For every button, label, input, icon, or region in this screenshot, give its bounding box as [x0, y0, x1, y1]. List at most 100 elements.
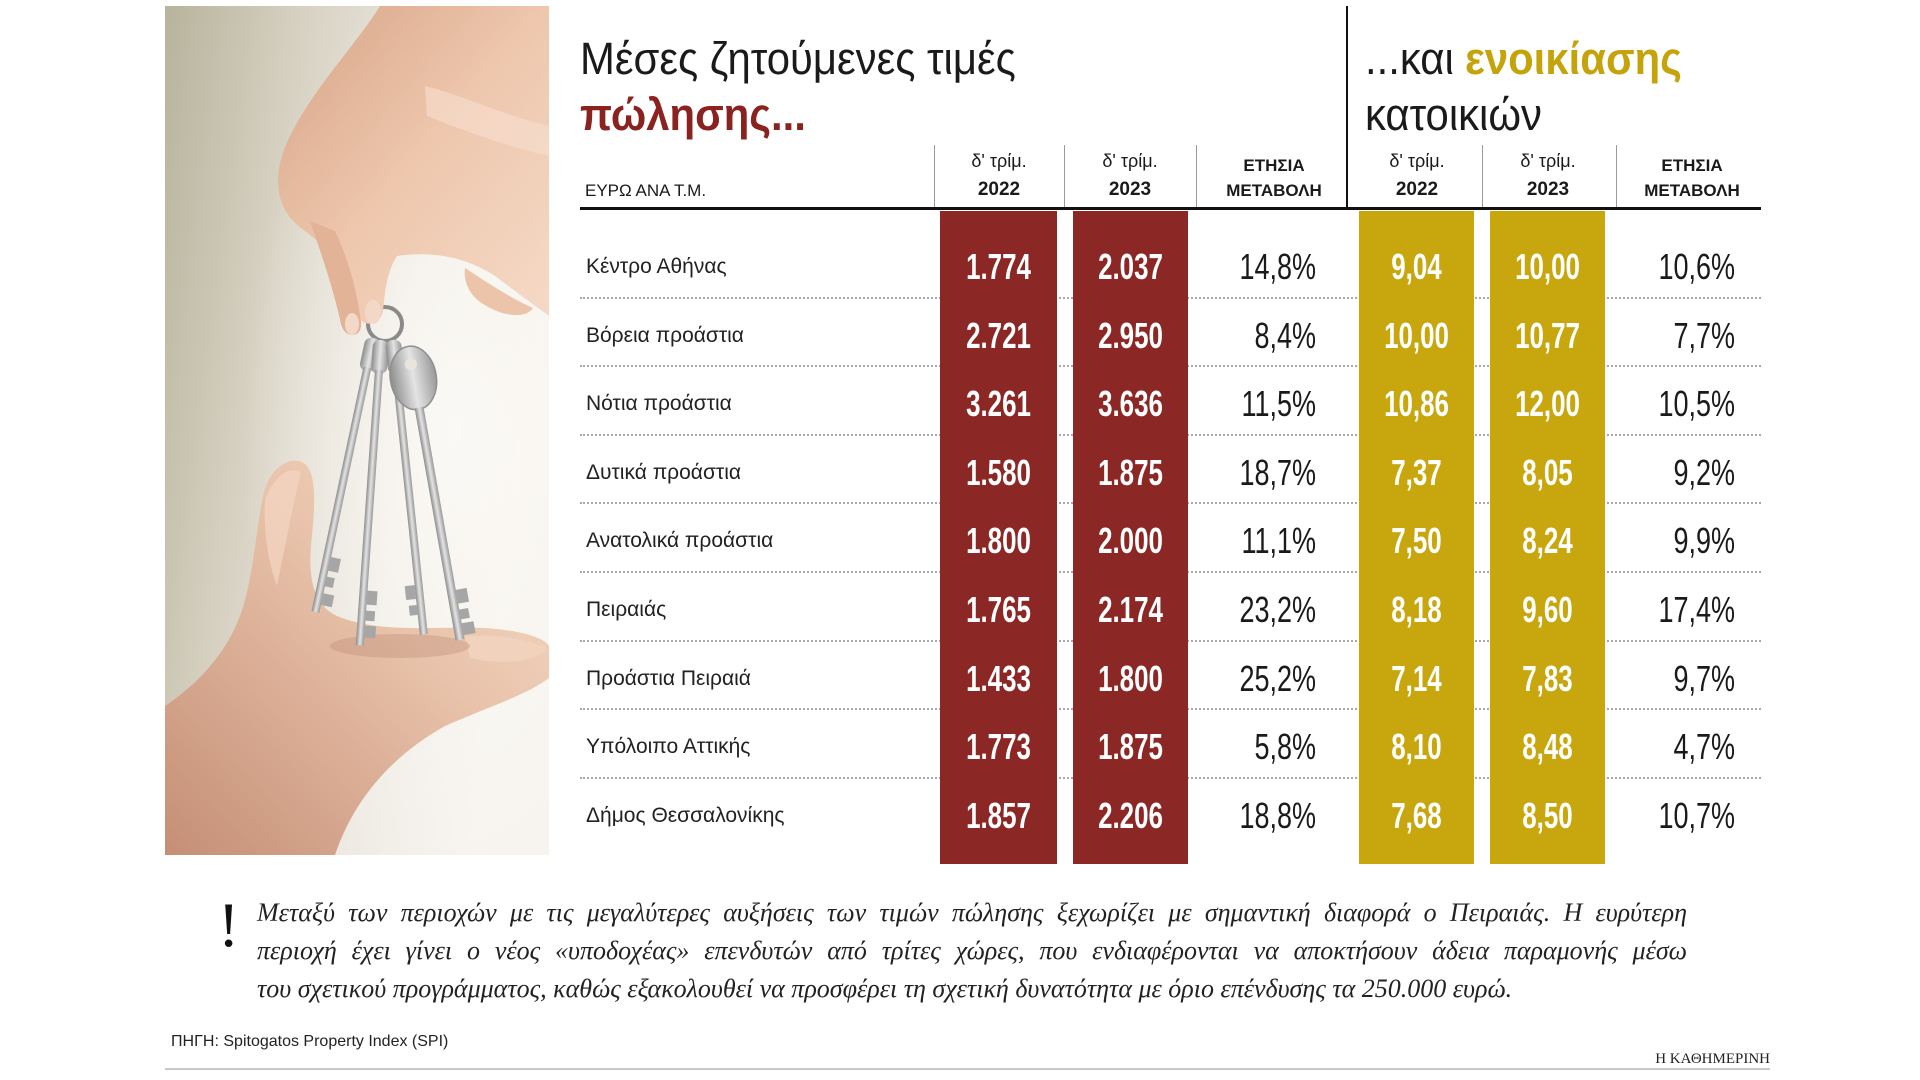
- rent-annual-change: 9,2%: [1673, 451, 1735, 493]
- sale-price-2022: 1.774: [966, 246, 1031, 287]
- table-row: Δήμος Θεσσαλονίκης 1.857 2.206 18,8% 7,68 8,5…: [580, 782, 1761, 850]
- sale-price-2022: 1.765: [966, 589, 1031, 630]
- col-header-sale-2023: δ' τρίμ. 2023: [1065, 150, 1195, 201]
- rent-annual-change: 10,6%: [1658, 246, 1735, 287]
- col-header-period: δ' τρίμ.: [1102, 151, 1158, 171]
- sale-price-2022: 1.433: [966, 657, 1031, 699]
- header-separator: [1064, 145, 1065, 207]
- source-credit: ΠΗΓΗ: Spitogatos Property Index (SPI): [171, 1033, 449, 1050]
- lower-hand: [165, 460, 549, 855]
- note-exclamation-icon: !: [218, 889, 240, 960]
- sale-price-2023: 2.174: [1098, 589, 1163, 630]
- sales-title-line2: πώλησης...: [580, 89, 806, 140]
- rent-annual-change: 9,9%: [1673, 520, 1735, 562]
- note-line: περιοχή έχει γίνει ο νέος «υποδοχέας» επ…: [257, 936, 1687, 965]
- col-header-sale-2022: δ' τρίμ. 2022: [934, 150, 1064, 201]
- rent-price-2022: 7,14: [1391, 657, 1442, 699]
- sales-title: Μέσες ζητούμενες τιμές πώλησης...: [580, 31, 1016, 143]
- sale-price-2022: 1.857: [966, 794, 1031, 836]
- area-label: Δήμος Θεσσαλονίκης: [586, 803, 785, 827]
- area-label: Προάστια Πειραιά: [586, 666, 751, 690]
- rent-price-2023: 8,05: [1522, 451, 1573, 493]
- table-row: Κέντρο Αθήνας 1.774 2.037 14,8% 9,04 10,00 10,…: [580, 233, 1761, 301]
- table-row: Ανατολικά προάστια 1.800 2.000 11,1% 7,50 8,2…: [580, 507, 1761, 575]
- col-header-year: 2023: [1526, 179, 1570, 200]
- rent-price-2023: 9,60: [1522, 589, 1573, 630]
- section-divider: [1346, 6, 1348, 208]
- header-separator: [1616, 145, 1617, 207]
- rent-price-2023: 7,83: [1522, 657, 1573, 699]
- sale-price-2022: 1.580: [966, 451, 1031, 493]
- sale-annual-change: 18,8%: [1239, 794, 1316, 836]
- rent-price-2023: 12,00: [1515, 383, 1580, 425]
- sale-price-2023: 2.950: [1098, 314, 1163, 356]
- sale-price-2023: 2.206: [1098, 794, 1163, 836]
- table-row: Δυτικά προάστια 1.580 1.875 18,7% 7,37 8,05 9,…: [580, 439, 1761, 507]
- hands-keys-photo: [165, 6, 549, 855]
- sale-annual-change: 8,4%: [1254, 314, 1316, 356]
- area-label: Πειραιάς: [586, 598, 667, 621]
- header-separator: [934, 145, 935, 207]
- header-separator: [1482, 145, 1483, 207]
- rent-price-2022: 7,37: [1391, 451, 1442, 493]
- sale-price-2022: 1.773: [966, 726, 1031, 768]
- sale-price-2023: 2.000: [1098, 520, 1163, 562]
- rent-title-prefix: ...και: [1365, 33, 1454, 84]
- table-row: Νότια προάστια 3.261 3.636 11,5% 10,86 12,00 1…: [580, 370, 1761, 438]
- sale-price-2023: 1.875: [1098, 451, 1163, 493]
- rent-title-line2: κατοικιών: [1365, 89, 1542, 140]
- rent-price-2023: 10,00: [1515, 246, 1580, 287]
- sale-price-2023: 2.037: [1098, 246, 1163, 287]
- col-header-rent-2023: δ' τρίμ. 2023: [1483, 150, 1613, 201]
- col-header-sale-change: ΕΤΗΣΙΑ ΜΕΤΑΒΟΛΗ: [1209, 153, 1339, 203]
- area-label: Υπόλοιπο Αττικής: [586, 735, 751, 759]
- col-header-line1: ΕΤΗΣΙΑ: [1243, 156, 1305, 175]
- col-header-period: δ' τρίμ.: [1389, 151, 1445, 171]
- area-label: Κέντρο Αθήνας: [586, 255, 727, 278]
- area-label: Ανατολικά προάστια: [586, 529, 774, 553]
- note-text: Μεταξύ των περιοχών με τις μεγαλύτερες α…: [257, 894, 1687, 1008]
- rent-annual-change: 4,7%: [1673, 726, 1735, 768]
- rent-annual-change: 10,5%: [1658, 383, 1735, 425]
- rent-title: ...και ενοικίασης κατοικιών: [1365, 31, 1682, 143]
- col-header-rent-2022: δ' τρίμ. 2022: [1352, 150, 1482, 201]
- table-row: Προάστια Πειραιά 1.433 1.800 25,2% 7,14 7,83 9…: [580, 645, 1761, 713]
- rent-price-2022: 10,00: [1384, 314, 1449, 356]
- area-label: Δυτικά προάστια: [586, 460, 742, 484]
- area-label: Νότια προάστια: [586, 392, 732, 416]
- sale-annual-change: 18,7%: [1239, 451, 1316, 493]
- col-header-line2: ΜΕΤΑΒΟΛΗ: [1226, 181, 1322, 200]
- rent-annual-change: 10,7%: [1658, 794, 1735, 836]
- sale-price-2022: 1.800: [966, 520, 1031, 562]
- table-row: Βόρεια προάστια 2.721 2.950 8,4% 10,00 10,77 7…: [580, 302, 1761, 370]
- upper-hand: [278, 6, 549, 336]
- rent-annual-change: 7,7%: [1673, 314, 1735, 356]
- col-header-line2: ΜΕΤΑΒΟΛΗ: [1644, 181, 1740, 200]
- sale-price-2022: 3.261: [966, 383, 1031, 425]
- table-row: Υπόλοιπο Αττικής 1.773 1.875 5,8% 8,10 8,48 4,…: [580, 713, 1761, 781]
- header-separator: [1196, 145, 1197, 207]
- rent-price-2022: 8,18: [1391, 589, 1442, 630]
- unit-label: ΕΥΡΩ ΑΝΑ Τ.Μ.: [585, 181, 707, 200]
- sale-annual-change: 25,2%: [1239, 657, 1316, 699]
- bottom-rule: [165, 1068, 1770, 1070]
- note-line: Μεταξύ των περιοχών με τις μεγαλύτερες α…: [257, 898, 1687, 927]
- rent-price-2023: 8,24: [1522, 520, 1573, 562]
- col-header-line1: ΕΤΗΣΙΑ: [1661, 156, 1723, 175]
- rent-price-2022: 7,50: [1391, 520, 1442, 562]
- rent-price-2023: 10,77: [1515, 314, 1580, 356]
- sale-annual-change: 5,8%: [1254, 726, 1316, 768]
- rent-title-highlight: ενοικίασης: [1464, 33, 1682, 84]
- sale-annual-change: 23,2%: [1239, 589, 1316, 630]
- sale-price-2023: 1.875: [1098, 726, 1163, 768]
- col-header-period: δ' τρίμ.: [971, 151, 1027, 171]
- rent-2022-column-band: [1359, 211, 1474, 864]
- area-label: Βόρεια προάστια: [586, 323, 744, 347]
- rent-2023-column-band: [1490, 211, 1605, 864]
- rent-price-2023: 8,50: [1522, 794, 1573, 836]
- rent-price-2023: 8,48: [1522, 726, 1573, 768]
- col-header-period: δ' τρίμ.: [1520, 151, 1576, 171]
- sale-price-2023: 3.636: [1098, 383, 1163, 425]
- rent-price-2022: 7,68: [1391, 794, 1442, 836]
- header-rule: [580, 207, 1761, 210]
